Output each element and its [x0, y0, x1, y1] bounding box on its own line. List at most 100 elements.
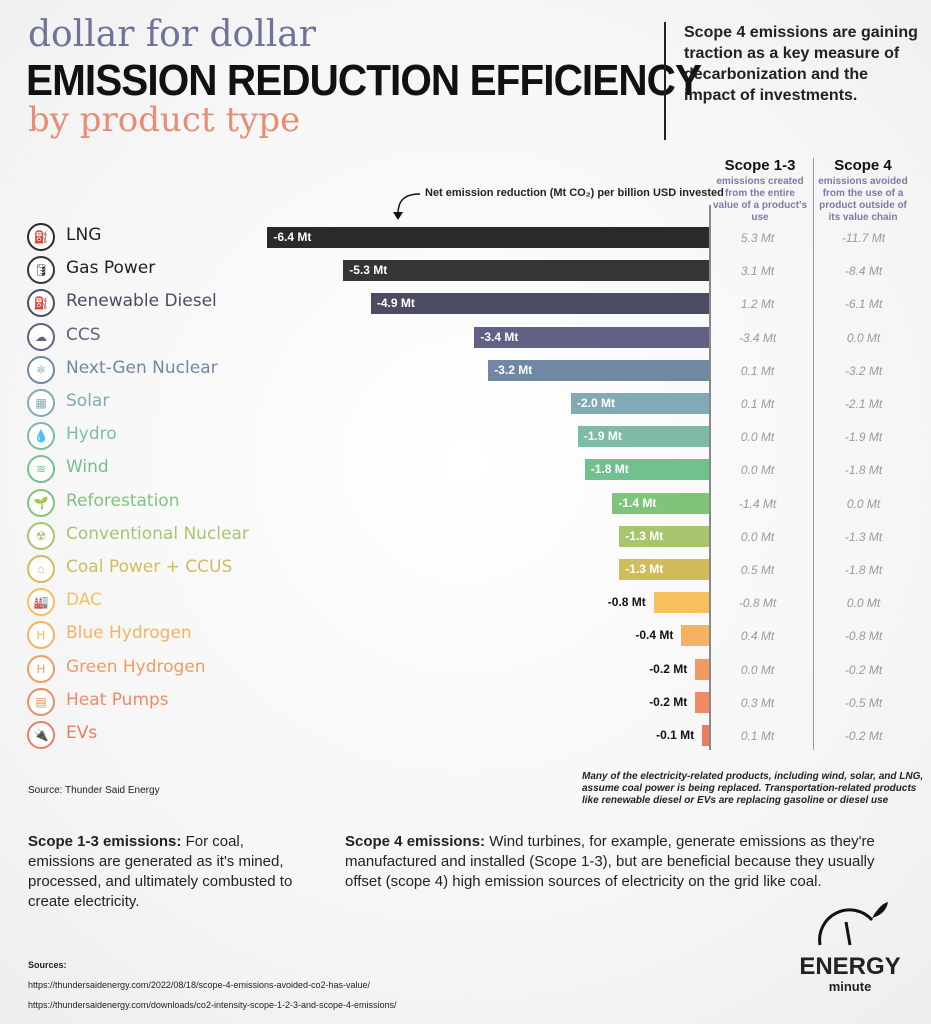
chart-row: ☁ CCS -3.4 Mt -3.4 Mt 0.0 Mt [0, 321, 931, 354]
scope13-header: Scope 1-3 [724, 157, 796, 174]
bar-value-label: -4.9 Mt [376, 296, 415, 311]
chart-row: 🌱 Reforestation -1.4 Mt -1.4 Mt 0.0 Mt [0, 487, 931, 520]
scope13-value: 0.1 Mt [740, 397, 775, 411]
co2-cloud-icon: ☁ [27, 322, 55, 351]
chart-row: ⌂ Coal Power + CCUS -1.3 Mt 0.5 Mt -1.8 … [0, 553, 931, 586]
bar [702, 725, 709, 746]
title-line3: by product type [28, 100, 301, 140]
bar [577, 426, 709, 448]
scope13-value: 0.0 Mt [740, 662, 775, 677]
scope13-value: 0.5 Mt [740, 563, 775, 577]
category-label: Wind [66, 457, 109, 478]
clock-leaf-icon [818, 902, 888, 946]
bar [584, 459, 709, 481]
heat-pump-icon: ▤ [27, 687, 55, 716]
scope13-value: -0.8 Mt [738, 596, 777, 611]
scope4-value: 0.0 Mt [846, 596, 881, 611]
nuclear-plant-icon: ⚛ [27, 355, 55, 384]
scope13-value: 0.1 Mt [740, 363, 775, 378]
bar-value-label: -1.3 Mt [625, 562, 664, 576]
solar-panel-icon: ▦ [27, 389, 55, 417]
bar-value-label: -0.8 Mt [607, 595, 646, 610]
seedling-icon: 🌱 [27, 488, 55, 517]
bar [612, 492, 709, 514]
gas-cylinder-icon: 🛢 [27, 256, 55, 285]
chart-row: ⛽ LNG -6.4 Mt 5.3 Mt -11.7 Mt [0, 221, 931, 254]
category-label: Coal Power + CCUS [66, 557, 233, 577]
category-label: Gas Power [66, 258, 156, 279]
lng-tank-icon: ⛽ [27, 223, 55, 251]
column-divider [813, 158, 814, 750]
chart-row: 🏭 DAC -0.8 Mt -0.8 Mt 0.0 Mt [0, 586, 931, 619]
sources: Sources: https://thundersaidenergy.com/2… [28, 955, 397, 1015]
bar [488, 359, 709, 381]
bar-value-label: -6.4 Mt [273, 230, 312, 244]
wind-icon: ≋ [27, 455, 55, 484]
source-link-2[interactable]: https://thundersaidenergy.com/downloads/… [28, 1000, 397, 1010]
zero-axis [709, 205, 711, 750]
scope13-value: 3.1 Mt [740, 264, 775, 279]
logo-bottom: minute [828, 979, 872, 994]
bar [370, 293, 709, 315]
bar-value-label: -3.4 Mt [480, 329, 519, 344]
scope13-value: 0.0 Mt [740, 463, 775, 478]
scope4-value: -3.2 Mt [844, 363, 883, 378]
chart-annotation: Net emission reduction (Mt CO₂) per bill… [425, 187, 724, 199]
bar-value-label: -0.2 Mt [649, 661, 688, 676]
scope4-explainer: Scope 4 emissions: Wind turbines, for ex… [345, 832, 905, 892]
bar-value-label: -0.4 Mt [635, 628, 674, 643]
chart-row: 🔌 EVs -0.1 Mt 0.1 Mt -0.2 Mt [0, 719, 931, 752]
intro-text: Scope 4 emissions are gaining traction a… [664, 22, 924, 140]
scope13-value: 1.2 Mt [740, 297, 775, 312]
scope4-value: -1.3 Mt [844, 529, 883, 544]
fuel-can-icon: ⛽ [27, 289, 55, 318]
chart-row: ⚛ Next-Gen Nuclear -3.2 Mt 0.1 Mt -3.2 M… [0, 354, 931, 387]
scope13-value: 0.4 Mt [740, 629, 775, 644]
bar-value-label: -1.3 Mt [625, 528, 664, 543]
scope4-desc: emissions avoided from the use of a prod… [818, 176, 908, 223]
category-label: Blue Hydrogen [66, 623, 192, 644]
arrow-icon [393, 193, 421, 220]
scope4-value: -8.4 Mt [844, 264, 883, 279]
scope4-value: -2.1 Mt [844, 397, 883, 411]
bar [619, 525, 709, 547]
bar-value-label: -1.4 Mt [618, 495, 657, 510]
bar-value-label: -1.9 Mt [583, 429, 622, 444]
scope4-header: Scope 4 [834, 157, 892, 174]
bar [619, 559, 709, 580]
sources-label: Sources: [28, 960, 67, 970]
category-label: CCS [66, 324, 101, 345]
bar-value-label: -5.3 Mt [349, 263, 388, 278]
chart-row: 🛢 Gas Power -5.3 Mt 3.1 Mt -8.4 Mt [0, 254, 931, 287]
scope13-value: 0.1 Mt [740, 729, 775, 743]
bar [474, 326, 709, 348]
title-main: EMISSION REDUCTION EFFICIENCY [26, 56, 702, 105]
radiation-icon: ☢ [27, 521, 55, 550]
scope4-value: 0.0 Mt [846, 496, 881, 511]
scope13-explainer-text: For coal, emissions are generated as it'… [28, 833, 293, 910]
category-label: Green Hydrogen [66, 656, 206, 677]
bar [653, 592, 709, 614]
category-label: Solar [66, 391, 110, 411]
category-label: Hydro [66, 424, 117, 445]
footnote: Many of the electricity-related products… [582, 771, 924, 806]
source-link-1[interactable]: https://thundersaidenergy.com/2022/08/18… [28, 980, 371, 990]
hydrogen-icon: H [27, 621, 55, 650]
hydrogen-icon: H [27, 654, 55, 683]
chart-row: ▤ Heat Pumps -0.2 Mt 0.3 Mt -0.5 Mt [0, 686, 931, 719]
chart-row: ▦ Solar -2.0 Mt 0.1 Mt -2.1 Mt [0, 387, 931, 420]
scope4-value: -1.9 Mt [844, 430, 883, 445]
scope13-value: 5.3 Mt [740, 231, 775, 245]
bar [267, 227, 709, 248]
logo-top: ENERGY [799, 953, 901, 980]
scope4-value: 0.0 Mt [846, 330, 881, 345]
scope4-explainer-text: Wind turbines, for example, generate emi… [345, 833, 875, 890]
chart-row: H Blue Hydrogen -0.4 Mt 0.4 Mt -0.8 Mt [0, 619, 931, 652]
ev-charger-icon: 🔌 [27, 721, 55, 749]
scope4-value: -6.1 Mt [844, 297, 883, 312]
scope13-desc: emissions created from the entire value … [712, 176, 808, 223]
scope4-value: -1.8 Mt [844, 563, 883, 577]
bar [343, 260, 709, 282]
bar [571, 393, 709, 414]
category-label: Conventional Nuclear [66, 523, 249, 544]
